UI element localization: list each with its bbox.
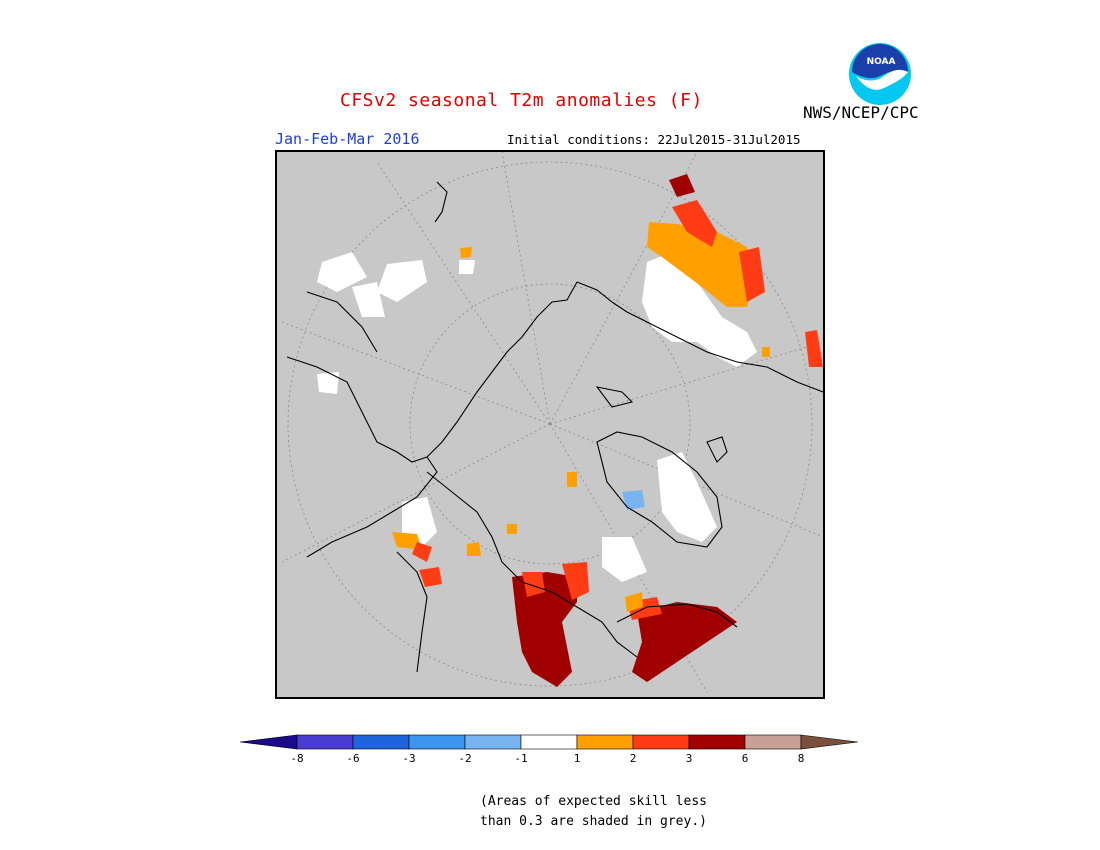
colorbar-tick-label: -6 bbox=[346, 752, 360, 765]
colorbar-tick-label: 8 bbox=[797, 752, 805, 765]
anomaly-patch bbox=[642, 252, 757, 367]
colorbar-swatch bbox=[688, 734, 746, 750]
anomaly-patch bbox=[602, 537, 647, 582]
anomaly-patch bbox=[419, 567, 442, 587]
colorbar-swatch bbox=[296, 734, 354, 750]
organization-label: NWS/NCEP/CPC bbox=[803, 103, 919, 122]
colorbar-tick-label: 1 bbox=[573, 752, 581, 765]
colorbar-tick-label: -8 bbox=[290, 752, 304, 765]
anomaly-patch bbox=[377, 260, 427, 302]
anomaly-patch bbox=[647, 222, 755, 307]
skill-note-line2: than 0.3 are shaded in grey.) bbox=[480, 814, 707, 829]
polar-map bbox=[275, 150, 825, 699]
anomaly-patch bbox=[632, 602, 737, 682]
chart-title: CFSv2 seasonal T2m anomalies (F) bbox=[340, 90, 703, 111]
noaa-logo-icon: NOAA bbox=[848, 42, 912, 106]
anomaly-patch bbox=[657, 452, 717, 542]
colorbar-tick-label: -3 bbox=[402, 752, 416, 765]
anomaly-patch bbox=[507, 524, 517, 534]
colorbar-swatch bbox=[352, 734, 410, 750]
coastlines bbox=[286, 181, 823, 673]
logo-text: NOAA bbox=[867, 57, 896, 67]
anomaly-patch bbox=[392, 532, 422, 550]
season-label: Jan-Feb-Mar 2016 bbox=[275, 130, 420, 148]
colorbar-swatch bbox=[408, 734, 466, 750]
anomaly-patch bbox=[460, 247, 472, 258]
anomaly-patch bbox=[762, 347, 770, 357]
colorbar-tick-label: 2 bbox=[629, 752, 637, 765]
anomaly-patch bbox=[805, 330, 823, 367]
colorbar-swatch bbox=[240, 734, 298, 750]
colorbar-swatch bbox=[576, 734, 634, 750]
colorbar-tick-label: 6 bbox=[741, 752, 749, 765]
colorbar-swatch bbox=[520, 734, 578, 750]
anomaly-patch bbox=[669, 174, 695, 197]
anomaly-patch bbox=[625, 592, 643, 612]
anomaly-patch bbox=[352, 282, 385, 317]
colorbar-swatch bbox=[632, 734, 690, 750]
anomaly-patch bbox=[317, 252, 367, 292]
colorbar-swatch bbox=[464, 734, 522, 750]
anomaly-patch bbox=[467, 542, 481, 556]
initial-conditions-label: Initial conditions: 22Jul2015-31Jul2015 bbox=[507, 132, 801, 147]
anomaly-patch bbox=[522, 572, 545, 597]
anomaly-patch bbox=[567, 472, 577, 487]
anomaly-patch bbox=[459, 260, 475, 274]
colorbar bbox=[240, 734, 859, 750]
colorbar-swatch bbox=[744, 734, 802, 750]
anomaly-patch bbox=[622, 490, 645, 510]
colorbar-tick-label: -2 bbox=[458, 752, 472, 765]
anomaly-patch bbox=[739, 247, 765, 302]
anomaly-patch bbox=[562, 562, 589, 600]
anomaly-patch bbox=[512, 572, 577, 687]
colorbar-tick-label: 3 bbox=[685, 752, 693, 765]
anomaly-patches bbox=[317, 174, 823, 687]
skill-note: (Areas of expected skill less than 0.3 a… bbox=[480, 792, 707, 832]
skill-note-line1: (Areas of expected skill less bbox=[480, 794, 707, 809]
anomaly-patch bbox=[672, 200, 717, 247]
anomaly-patch bbox=[317, 372, 339, 394]
anomaly-patch bbox=[412, 542, 432, 562]
colorbar-swatch bbox=[800, 734, 859, 750]
colorbar-tick-label: -1 bbox=[514, 752, 528, 765]
